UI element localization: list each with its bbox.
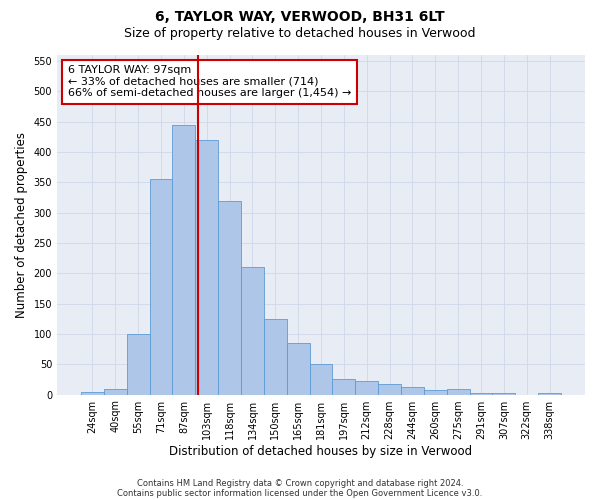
Bar [149, 180, 172, 394]
Bar [310, 364, 332, 394]
Bar [493, 393, 515, 394]
Bar [196, 140, 218, 394]
Y-axis label: Number of detached properties: Number of detached properties [15, 132, 28, 318]
Bar [332, 380, 355, 394]
Bar [81, 392, 104, 394]
Bar [172, 124, 196, 394]
Bar [104, 388, 127, 394]
Bar [470, 393, 493, 394]
Bar [264, 319, 287, 394]
Bar [401, 386, 424, 394]
Text: 6 TAYLOR WAY: 97sqm
← 33% of detached houses are smaller (714)
66% of semi-detac: 6 TAYLOR WAY: 97sqm ← 33% of detached ho… [68, 65, 351, 98]
Bar [355, 381, 378, 394]
Bar [424, 390, 447, 394]
Bar [127, 334, 149, 394]
Bar [447, 388, 470, 394]
Bar [378, 384, 401, 394]
Text: Contains HM Land Registry data © Crown copyright and database right 2024.: Contains HM Land Registry data © Crown c… [137, 478, 463, 488]
X-axis label: Distribution of detached houses by size in Verwood: Distribution of detached houses by size … [169, 444, 473, 458]
Text: Contains public sector information licensed under the Open Government Licence v3: Contains public sector information licen… [118, 488, 482, 498]
Text: Size of property relative to detached houses in Verwood: Size of property relative to detached ho… [124, 28, 476, 40]
Bar [241, 267, 264, 394]
Bar [218, 200, 241, 394]
Text: 6, TAYLOR WAY, VERWOOD, BH31 6LT: 6, TAYLOR WAY, VERWOOD, BH31 6LT [155, 10, 445, 24]
Bar [287, 343, 310, 394]
